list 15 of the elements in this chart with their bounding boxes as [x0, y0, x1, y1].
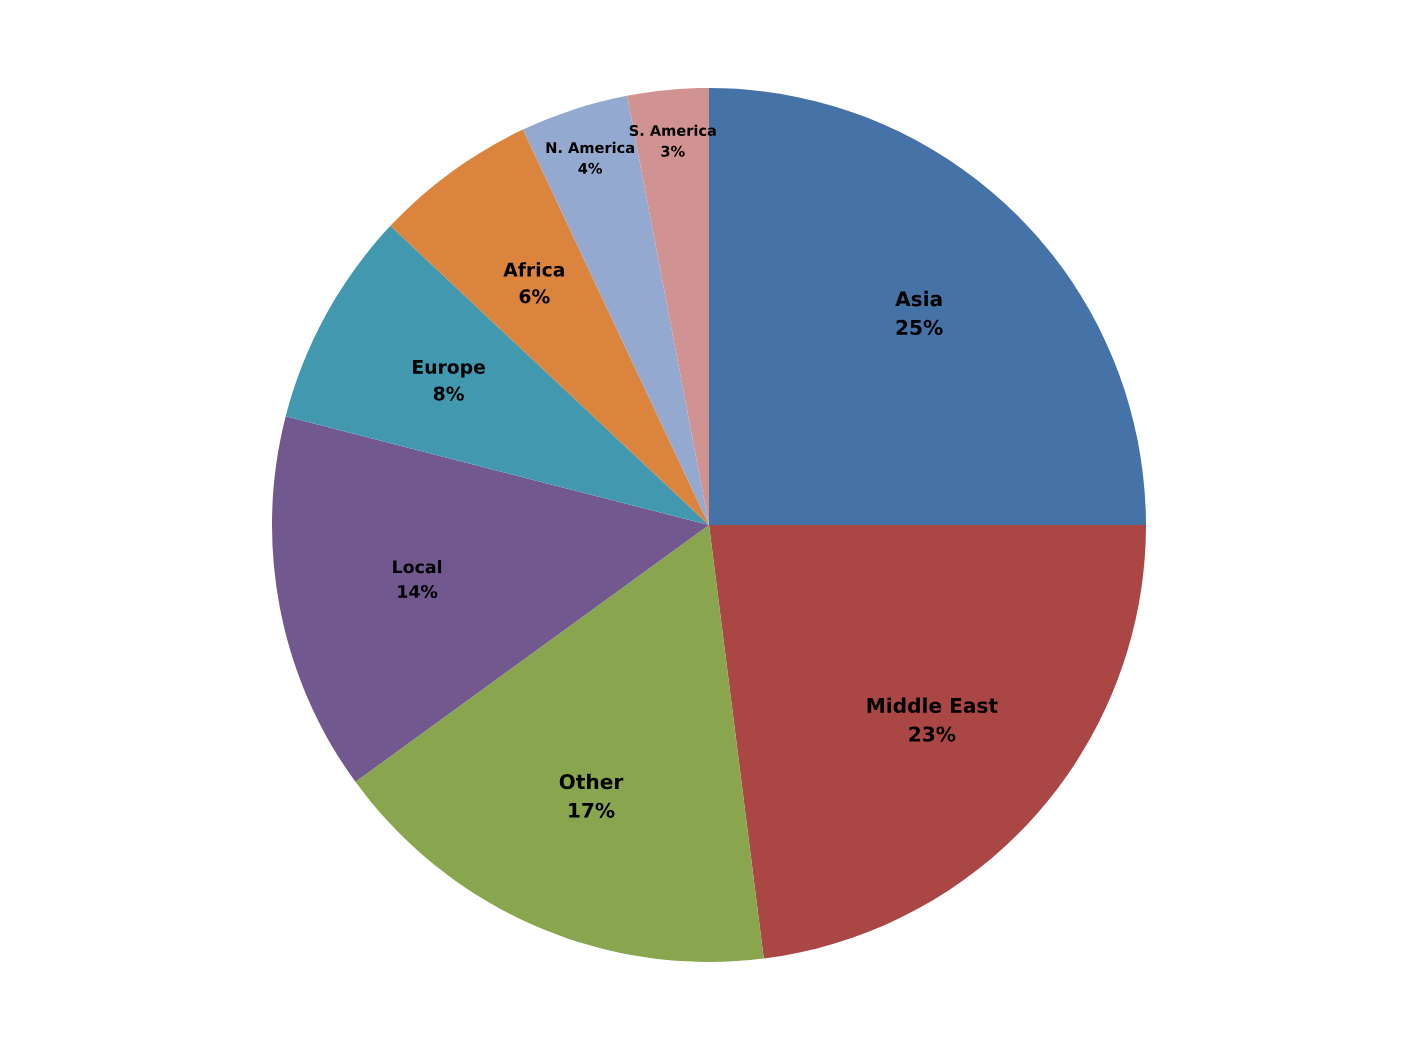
slice-label: Local: [393, 559, 442, 574]
slice-label: Africa: [503, 262, 564, 277]
data-label: 3%: [661, 145, 685, 157]
data-label: 8%: [433, 386, 464, 401]
slice-label: Asia: [895, 290, 942, 307]
data-label: 25%: [896, 319, 943, 336]
slice-label: N. America: [546, 141, 634, 154]
slice-label: Europe: [413, 360, 485, 378]
data-label: 6%: [519, 289, 550, 304]
data-label: 14%: [398, 584, 438, 599]
slice-label: Other: [559, 773, 624, 790]
data-label: 23%: [909, 726, 956, 742]
slice-label: Middle East: [867, 697, 998, 714]
data-label: 17%: [569, 802, 615, 818]
data-label: 4%: [578, 162, 603, 174]
